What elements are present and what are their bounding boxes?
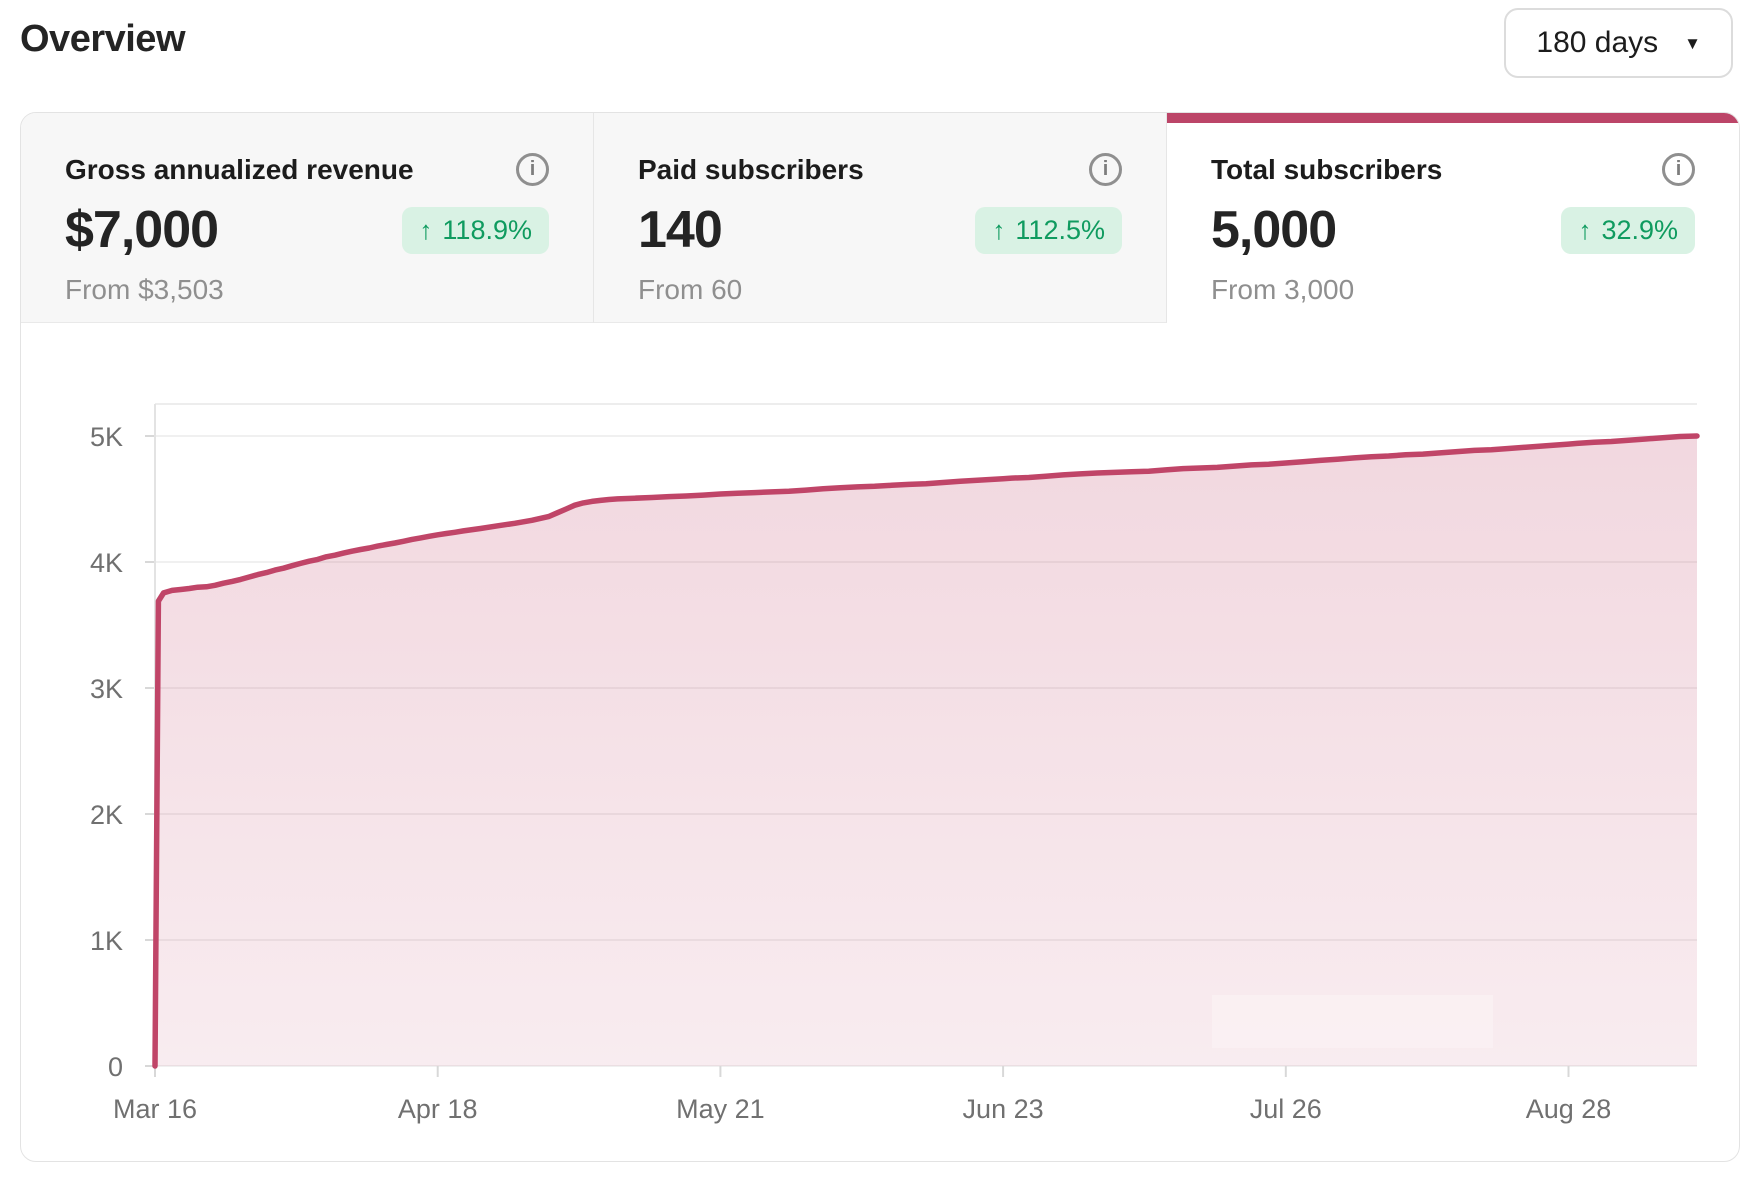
card-previous-value: From $3,503 — [65, 274, 224, 305]
y-axis-label: 3K — [90, 674, 123, 704]
overview-panel: Gross annualized revenue i $7,000 ↑ 118.… — [20, 112, 1740, 1162]
y-axis-label: 0 — [108, 1052, 123, 1082]
card-value: $7,000 — [65, 201, 219, 259]
card-paid-subscribers[interactable]: Paid subscribers i 140 ↑ 112.5% From 60 — [594, 113, 1167, 323]
x-axis-label: Jun 23 — [963, 1094, 1044, 1124]
total-subscribers-line — [152, 433, 1700, 1069]
arrow-up-icon: ↑ — [1578, 214, 1592, 245]
change-badge: ↑ 118.9% — [402, 206, 549, 254]
chart-container: 0 1K 2K 3K 4K 5K Mar 16 Apr 18 May 21 Jun 23 Jul 2… — [21, 323, 1739, 1161]
x-axis-label: Apr 18 — [398, 1094, 478, 1124]
date-range-dropdown[interactable]: 180 days ▼ — [1504, 8, 1733, 78]
change-percent: 118.9% — [442, 214, 532, 245]
card-value: 5,000 — [1211, 201, 1337, 259]
change-percent: 32.9% — [1601, 214, 1678, 245]
card-title: Total subscribers — [1211, 153, 1443, 185]
change-badge: ↑ 112.5% — [975, 206, 1122, 254]
arrow-up-icon: ↑ — [419, 214, 433, 245]
change-percent: 112.5% — [1015, 214, 1105, 245]
info-icon[interactable]: i — [1662, 153, 1695, 186]
y-axis-label: 2K — [90, 800, 123, 830]
selected-card-accent-bar — [1167, 113, 1739, 123]
card-title: Paid subscribers — [638, 153, 864, 185]
y-axis-label: 1K — [90, 926, 123, 956]
change-badge: ↑ 32.9% — [1561, 206, 1695, 254]
card-total-subscribers[interactable]: Total subscribers i 5,000 ↑ 32.9% From 3… — [1167, 113, 1739, 323]
x-axis-label: May 21 — [676, 1094, 765, 1124]
card-gross-annualized-revenue[interactable]: Gross annualized revenue i $7,000 ↑ 118.… — [21, 113, 594, 323]
card-previous-value: From 60 — [638, 274, 743, 305]
x-axis-label: Jul 26 — [1250, 1094, 1322, 1124]
y-axis-label: 5K — [90, 422, 123, 452]
stat-cards-row: Gross annualized revenue i $7,000 ↑ 118.… — [21, 113, 1739, 323]
page-title: Overview — [20, 18, 186, 60]
date-range-value: 180 days — [1536, 26, 1659, 59]
card-title: Gross annualized revenue — [65, 153, 414, 185]
chart-hover-highlight — [1212, 995, 1493, 1048]
x-axis-label: Mar 16 — [113, 1094, 197, 1124]
area-fill — [155, 436, 1697, 1066]
x-axis-label: Aug 28 — [1526, 1094, 1612, 1124]
subscribers-area-chart[interactable]: 0 1K 2K 3K 4K 5K Mar 16 Apr 18 May 21 Jun 23 Jul 2… — [21, 323, 1739, 1161]
y-axis-label: 4K — [90, 548, 123, 578]
card-previous-value: From 3,000 — [1211, 274, 1355, 305]
arrow-up-icon: ↑ — [992, 214, 1006, 245]
page-header: Overview 180 days ▼ — [20, 8, 1740, 94]
info-icon[interactable]: i — [516, 153, 549, 186]
chevron-down-icon: ▼ — [1684, 34, 1701, 53]
info-icon[interactable]: i — [1089, 153, 1122, 186]
card-value: 140 — [638, 201, 723, 259]
